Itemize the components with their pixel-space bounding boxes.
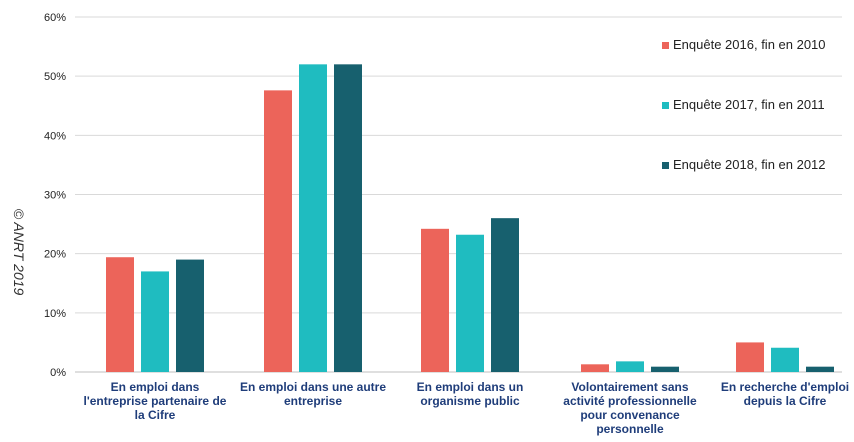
legend-item: Enquête 2017, fin en 2011 [662,97,825,112]
y-tick-label: 10% [44,308,66,320]
y-tick-label: 30% [44,190,66,202]
bars [106,64,834,372]
x-category-label-line: la Cifre [135,408,176,422]
x-axis-labels: En emploi dans l'entreprise partenaire de… [84,380,850,436]
x-category-label-line: pour convenance [580,408,680,422]
legend-label: Enquête 2016, fin en 2010 [673,37,826,52]
x-category-label: En recherche d'emploi depuis la Cifre [721,380,849,408]
x-category-label-line: personnelle [596,422,664,436]
bar [456,234,484,372]
x-category-label-line: l'entreprise partenaire de [84,394,227,408]
y-tick-label: 60% [44,12,66,24]
legend-swatch [662,42,669,49]
bar [334,64,362,372]
y-tick-label: 40% [44,130,66,142]
x-category-label: En emploi dans un organisme public [417,380,524,408]
x-category-label-line: activité professionnelle [563,394,697,408]
y-tick-label: 50% [44,71,66,83]
x-category-label-line: En recherche d'emploi [721,380,849,394]
bar [421,228,449,372]
x-category-label-line: entreprise [284,394,342,408]
x-category-label-line: En emploi dans un [417,380,524,394]
bar [806,366,834,372]
x-category-label: Volontairement sans activité professionne… [563,380,697,436]
bar [106,257,134,372]
bar [736,342,764,372]
x-category-label: En emploi dans une autre entreprise [240,380,386,408]
bar [491,218,519,372]
legend-swatch [662,102,669,109]
legend-swatch [662,162,669,169]
x-category-label-line: Volontairement sans [571,380,688,394]
legend-item: Enquête 2018, fin en 2012 [662,157,826,172]
bar [176,259,204,372]
bar [581,364,609,372]
watermark: © ANRT 2019 [11,209,27,296]
bar [651,366,679,372]
bar [616,361,644,372]
x-category-label-line: organisme public [420,394,520,408]
x-category-label: En emploi dans l'entreprise partenaire de… [84,380,227,422]
y-tick-label: 20% [44,249,66,261]
bar [299,64,327,372]
bar [264,90,292,372]
legend-label: Enquête 2018, fin en 2012 [673,157,826,172]
legend-label: Enquête 2017, fin en 2011 [673,97,825,112]
x-category-label-line: En emploi dans une autre [240,380,386,394]
bar [771,347,799,372]
bar [141,271,169,372]
x-category-label-line: depuis la Cifre [744,394,827,408]
x-category-label-line: En emploi dans [111,380,200,394]
legend: Enquête 2016, fin en 2010 Enquête 2017, f… [662,37,826,172]
y-axis-ticks: 0% 10% 20% 30% 40% 50% 60% [44,12,66,379]
y-tick-label: 0% [50,367,66,379]
legend-item: Enquête 2016, fin en 2010 [662,37,826,52]
